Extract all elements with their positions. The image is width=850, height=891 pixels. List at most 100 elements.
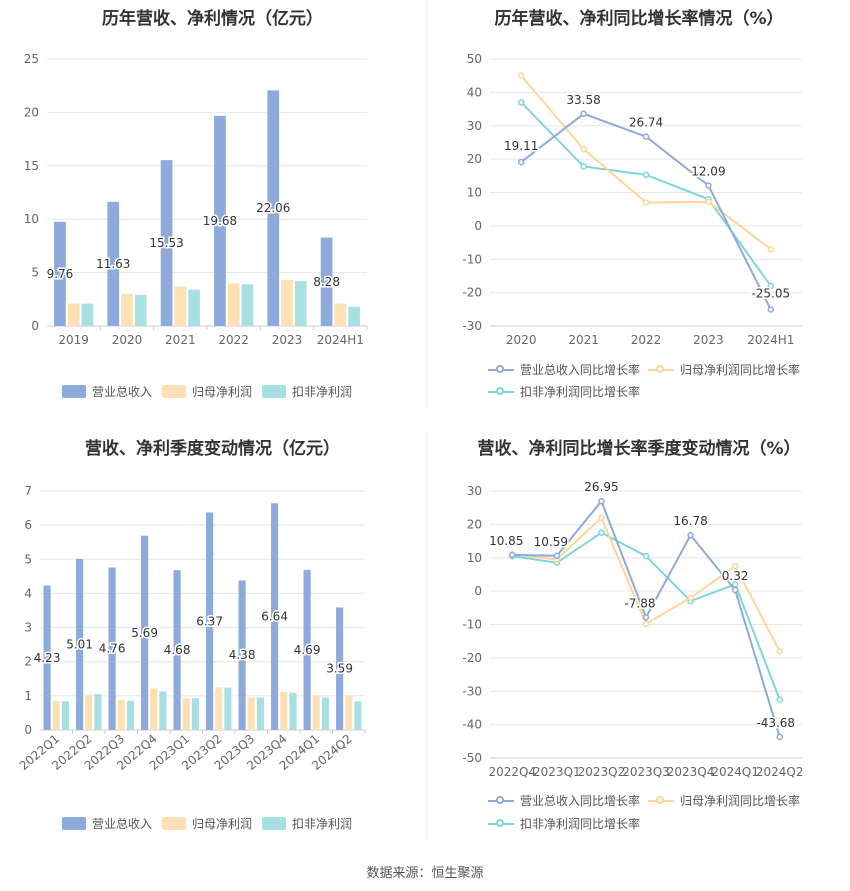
x-tick-label: 2024Q1	[711, 765, 759, 779]
bar-deducted-profit	[294, 281, 307, 326]
bar-deducted-profit	[256, 697, 264, 730]
legend-net-profit-swatch	[162, 385, 186, 398]
quarter-bar-title: 营收、净利季度变动情况（亿元）	[85, 439, 340, 459]
x-tick-label: 2019	[58, 333, 89, 347]
bar-revenue	[267, 90, 280, 326]
y-tick-label: 5	[31, 266, 39, 280]
legend-revenue[interactable]: 营业总收入	[62, 383, 152, 400]
y-tick-label: 20	[467, 152, 482, 166]
bar-net-profit	[52, 700, 60, 730]
y-tick-label: -30	[462, 684, 482, 698]
legend-q-net-profit-growth-label: 归母净利润同比增长率	[680, 794, 801, 808]
legend-deducted-profit-swatch	[262, 385, 286, 398]
y-tick-label: 0	[474, 584, 482, 598]
y-tick-label: 50	[467, 52, 482, 66]
bar-revenue	[173, 570, 181, 730]
legend-deducted-profit[interactable]: 扣非净利润	[262, 383, 352, 400]
legend-net-profit[interactable]: 归母净利润	[162, 383, 252, 400]
legend-q-deducted-profit-label: 扣非净利润	[292, 817, 353, 831]
point-value-label: 16.78	[673, 514, 707, 528]
legend-net-profit-label: 归母净利润	[192, 385, 253, 399]
bar-revenue	[108, 567, 116, 730]
bar-net-profit	[174, 286, 187, 326]
point-value-label: 10.85	[489, 534, 523, 548]
data-point	[553, 552, 561, 560]
legend-q-revenue-growth[interactable]: 营业总收入同比增长率	[488, 792, 640, 809]
data-point	[509, 551, 516, 559]
y-tick-label: 10	[467, 551, 482, 565]
y-tick-label: 15	[24, 159, 39, 173]
y-tick-label: 40	[467, 85, 482, 99]
legend-q-deducted-profit-growth[interactable]: 扣非净利润同比增长率	[488, 815, 640, 832]
data-point	[642, 199, 650, 206]
bar-value-label: 8.28	[313, 275, 340, 289]
y-tick-label: 20	[467, 517, 482, 531]
legend-q-net-profit-label: 归母净利润	[192, 817, 253, 831]
x-tick-label: 2023Q2	[578, 765, 626, 779]
x-tick-label: 2022	[631, 333, 662, 347]
y-tick-label: -20	[462, 651, 482, 665]
data-point	[580, 145, 587, 153]
bar-value-label: 6.37	[196, 614, 223, 628]
x-tick-label: 2022	[218, 333, 249, 347]
point-value-label: -43.68	[756, 716, 795, 730]
bar-revenue	[43, 585, 51, 730]
legend-q-revenue[interactable]: 营业总收入	[62, 815, 152, 832]
bar-deducted-profit	[321, 697, 329, 730]
y-tick-label: -20	[462, 286, 482, 300]
bar-value-label: 4.69	[294, 643, 321, 657]
bar-value-label: 6.64	[261, 610, 288, 624]
legend-revenue-growth-swatch	[488, 364, 514, 376]
legend-q-revenue-growth-swatch	[488, 795, 514, 807]
legend-deducted-profit-growth-label: 扣非净利润同比增长率	[520, 385, 641, 399]
bar-value-label: 9.76	[47, 267, 74, 281]
annual-line-title: 历年营收、净利同比增长率情况（%）	[494, 9, 784, 29]
bar-net-profit	[227, 283, 240, 326]
bar-value-label: 5.69	[131, 626, 158, 640]
legend-q-net-profit-growth[interactable]: 归母净利润同比增长率	[648, 792, 800, 809]
y-tick-label: 30	[467, 119, 482, 133]
bar-deducted-profit	[188, 289, 200, 326]
data-point	[705, 182, 712, 189]
bar-deducted-profit	[94, 694, 102, 730]
data-point	[776, 733, 783, 741]
series-line	[520, 112, 772, 310]
y-tick-label: 10	[467, 186, 482, 200]
x-tick-label: 2023Q4	[667, 765, 715, 779]
data-point	[642, 133, 650, 140]
data-point	[767, 245, 775, 253]
legend-q-net-profit-swatch	[162, 817, 186, 830]
annual-bar-title: 历年营收、净利情况（亿元）	[102, 9, 323, 29]
bar-net-profit	[182, 698, 190, 730]
bar-deducted-profit	[81, 303, 94, 326]
annual-line-panel: 历年营收、净利同比增长率情况（%） -30 -20 -10 0 10 20 30 40 50 20…	[428, 0, 850, 410]
bar-revenue	[141, 535, 149, 730]
point-value-label: 12.09	[691, 165, 725, 179]
legend-q-revenue-swatch	[62, 817, 86, 830]
data-point	[767, 282, 775, 290]
bar-revenue	[271, 503, 279, 730]
legend-q-net-profit[interactable]: 归母净利润	[162, 815, 252, 832]
y-tick-label: -10	[462, 618, 482, 632]
bar-net-profit	[312, 695, 320, 730]
legend-revenue-growth[interactable]: 营业总收入同比增长率	[488, 361, 640, 378]
y-tick-label: -30	[462, 319, 482, 333]
y-tick-label: 0	[24, 723, 32, 737]
bar-net-profit	[247, 697, 255, 730]
data-point	[580, 163, 587, 170]
bar-net-profit	[67, 303, 80, 326]
vertical-divider-top	[427, 0, 428, 408]
point-value-label: 0.32	[722, 569, 749, 583]
bar-value-label: 5.01	[66, 637, 93, 651]
legend-deducted-profit-growth[interactable]: 扣非净利润同比增长率	[488, 383, 640, 400]
legend-net-profit-growth[interactable]: 归母净利润同比增长率	[648, 361, 800, 378]
series-line	[520, 101, 772, 287]
y-tick-label: 5	[24, 552, 32, 566]
bar-net-profit	[85, 695, 93, 730]
legend-q-deducted-profit[interactable]: 扣非净利润	[262, 815, 352, 832]
legend-revenue-swatch	[62, 385, 86, 398]
bar-value-label: 4.23	[34, 651, 61, 665]
quarter-line-title: 营收、净利同比增长率季度变动情况（%）	[477, 439, 801, 459]
source-note: 数据来源：恒生聚源	[366, 866, 484, 881]
bar-revenue	[107, 201, 120, 326]
